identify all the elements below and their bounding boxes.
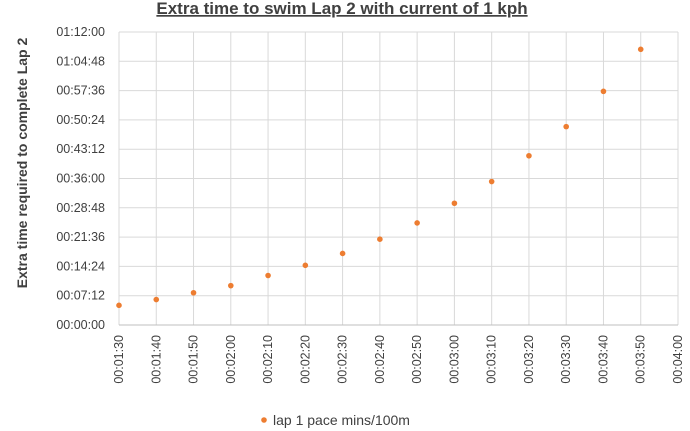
data-point: [600, 88, 607, 95]
data-point: [339, 250, 346, 257]
y-tick-label: 00:14:24: [56, 259, 105, 273]
legend-label: lap 1 pace mins/100m: [273, 412, 410, 428]
x-tick-label: 00:02:40: [373, 335, 387, 384]
data-point: [265, 272, 271, 279]
x-tick-label: 00:03:30: [559, 335, 573, 384]
x-tick-label: 00:02:50: [410, 335, 424, 384]
x-tick-label: 00:02:00: [224, 335, 238, 384]
y-tick-label: 00:28:48: [56, 201, 105, 215]
y-axis-label: Extra time required to complete Lap 2: [14, 38, 30, 289]
legend: lap 1 pace mins/100m: [261, 412, 410, 428]
data-point: [377, 236, 383, 243]
data-point: [488, 178, 495, 185]
x-tick-label: 00:01:40: [149, 335, 163, 384]
x-tick-label: 00:02:10: [261, 335, 275, 384]
data-point: [563, 123, 569, 130]
grid: [118, 31, 679, 325]
data-point: [414, 220, 420, 226]
data-point: [228, 282, 234, 289]
y-tick-label: 00:07:12: [56, 289, 105, 303]
x-tick-label: 00:02:20: [298, 335, 312, 384]
y-tick-label: 00:57:36: [56, 84, 105, 98]
x-tick-label: 00:03:20: [522, 335, 536, 384]
x-tick-label: 00:03:50: [634, 335, 648, 384]
x-tick-label: 00:02:30: [336, 335, 350, 384]
data-point: [302, 262, 309, 269]
x-tick-label: 00:03:10: [485, 335, 499, 384]
y-tick-label: 00:43:12: [56, 142, 105, 156]
x-axis-ticks: 00:01:30 00:01:40 00:01:50 00:02:00 00:02:10…: [112, 335, 685, 384]
data-point: [153, 296, 160, 303]
x-tick-label: 00:01:30: [112, 335, 126, 384]
legend-marker: [261, 417, 267, 423]
y-tick-label: 00:36:00: [56, 172, 105, 186]
y-tick-label: 00:21:36: [56, 230, 105, 244]
data-point: [526, 152, 532, 159]
y-tick-label: 01:12:00: [56, 25, 105, 39]
data-point: [637, 46, 644, 53]
y-tick-label: 01:04:48: [56, 54, 105, 68]
data-points: [116, 46, 644, 309]
data-point: [451, 200, 458, 207]
x-tick-label: 00:04:00: [671, 335, 685, 384]
y-axis-ticks: 00:00:00 00:07:12 00:14:24 00:21:36 00:28:48…: [56, 25, 105, 332]
y-tick-label: 00:50:24: [56, 113, 105, 127]
x-tick-label: 00:03:00: [447, 335, 461, 384]
data-point: [116, 302, 122, 309]
x-tick-label: 00:01:50: [187, 335, 201, 384]
x-tick-label: 00:03:40: [596, 335, 610, 384]
data-point: [190, 289, 197, 296]
y-tick-label: 00:00:00: [56, 318, 105, 332]
chart-title: Extra time to swim Lap 2 with current of…: [156, 0, 527, 18]
